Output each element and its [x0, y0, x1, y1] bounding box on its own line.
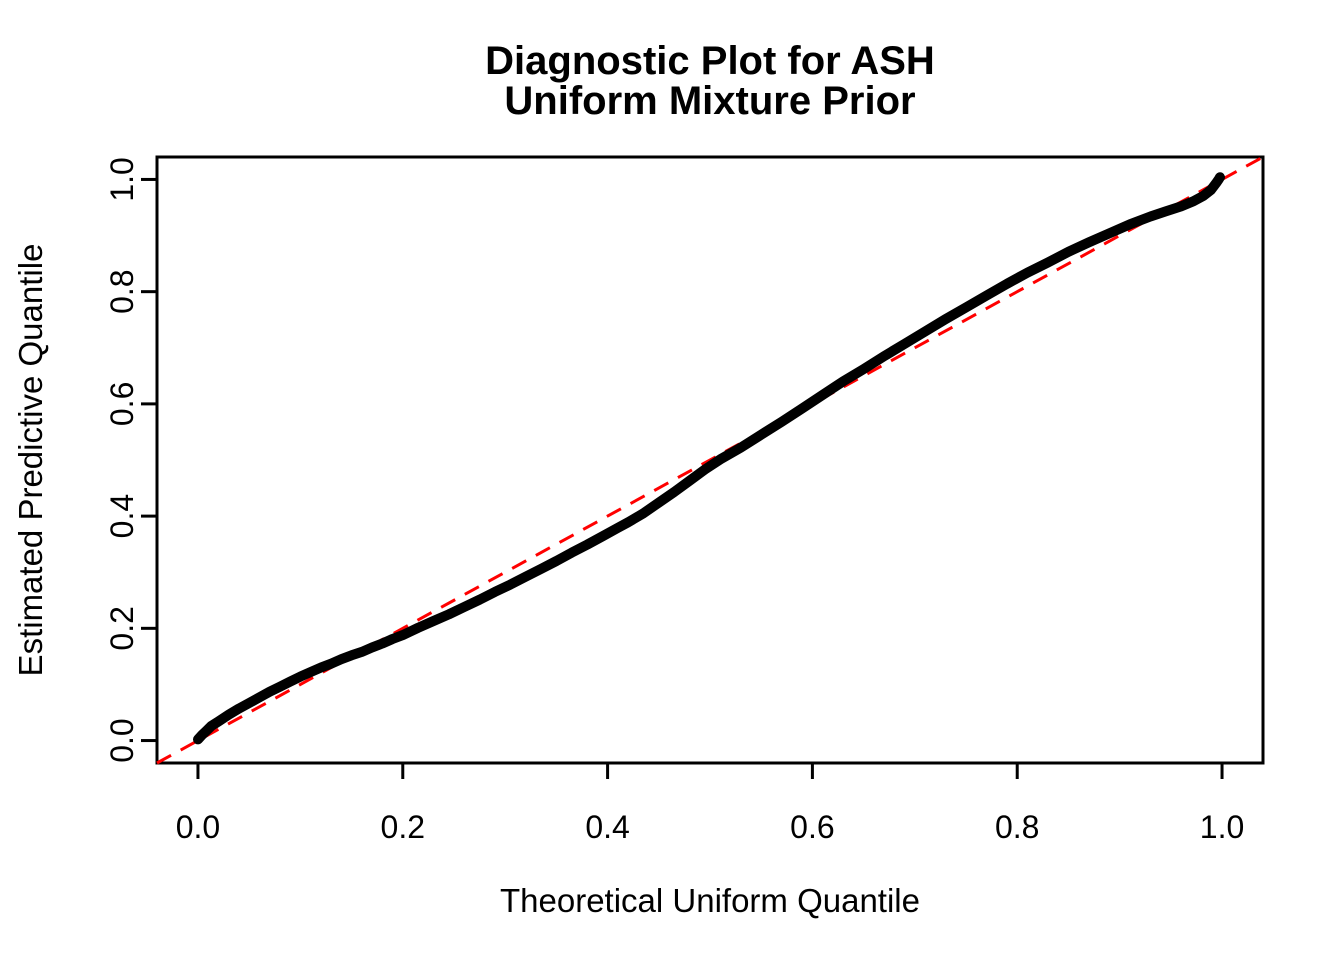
y-tick-label-0.8: 0.8: [104, 269, 140, 313]
qq-curve: [193, 172, 1225, 745]
y-tick-label-0.2: 0.2: [104, 606, 140, 650]
x-tick-label-0.6: 0.6: [790, 809, 834, 845]
reference-diagonal-line: [156, 155, 1264, 765]
y-tick-label-0.4: 0.4: [104, 494, 140, 538]
y-tick-label-0.0: 0.0: [104, 718, 140, 762]
y-tick-label-0.6: 0.6: [104, 382, 140, 426]
y-axis-title: Estimated Predictive Quantile: [12, 244, 49, 677]
x-axis-title: Theoretical Uniform Quantile: [500, 882, 920, 919]
plot-box: [155, 155, 1265, 765]
y-axis: 0.0 0.2 0.4 0.6 0.8 1.0: [104, 157, 157, 763]
plot-title-line-1: Diagnostic Plot for ASH: [485, 39, 935, 83]
y-tick-label-1.0: 1.0: [104, 157, 140, 201]
plot-series: [156, 155, 1264, 765]
x-tick-label-0.2: 0.2: [381, 809, 425, 845]
x-tick-label-0.0: 0.0: [176, 809, 220, 845]
plot-title-line-2: Uniform Mixture Prior: [504, 79, 915, 123]
x-tick-label-0.8: 0.8: [995, 809, 1039, 845]
x-tick-label-1.0: 1.0: [1200, 809, 1244, 845]
x-axis: 0.0 0.2 0.4 0.6 0.8 1.0: [176, 763, 1244, 845]
x-tick-label-0.4: 0.4: [585, 809, 629, 845]
